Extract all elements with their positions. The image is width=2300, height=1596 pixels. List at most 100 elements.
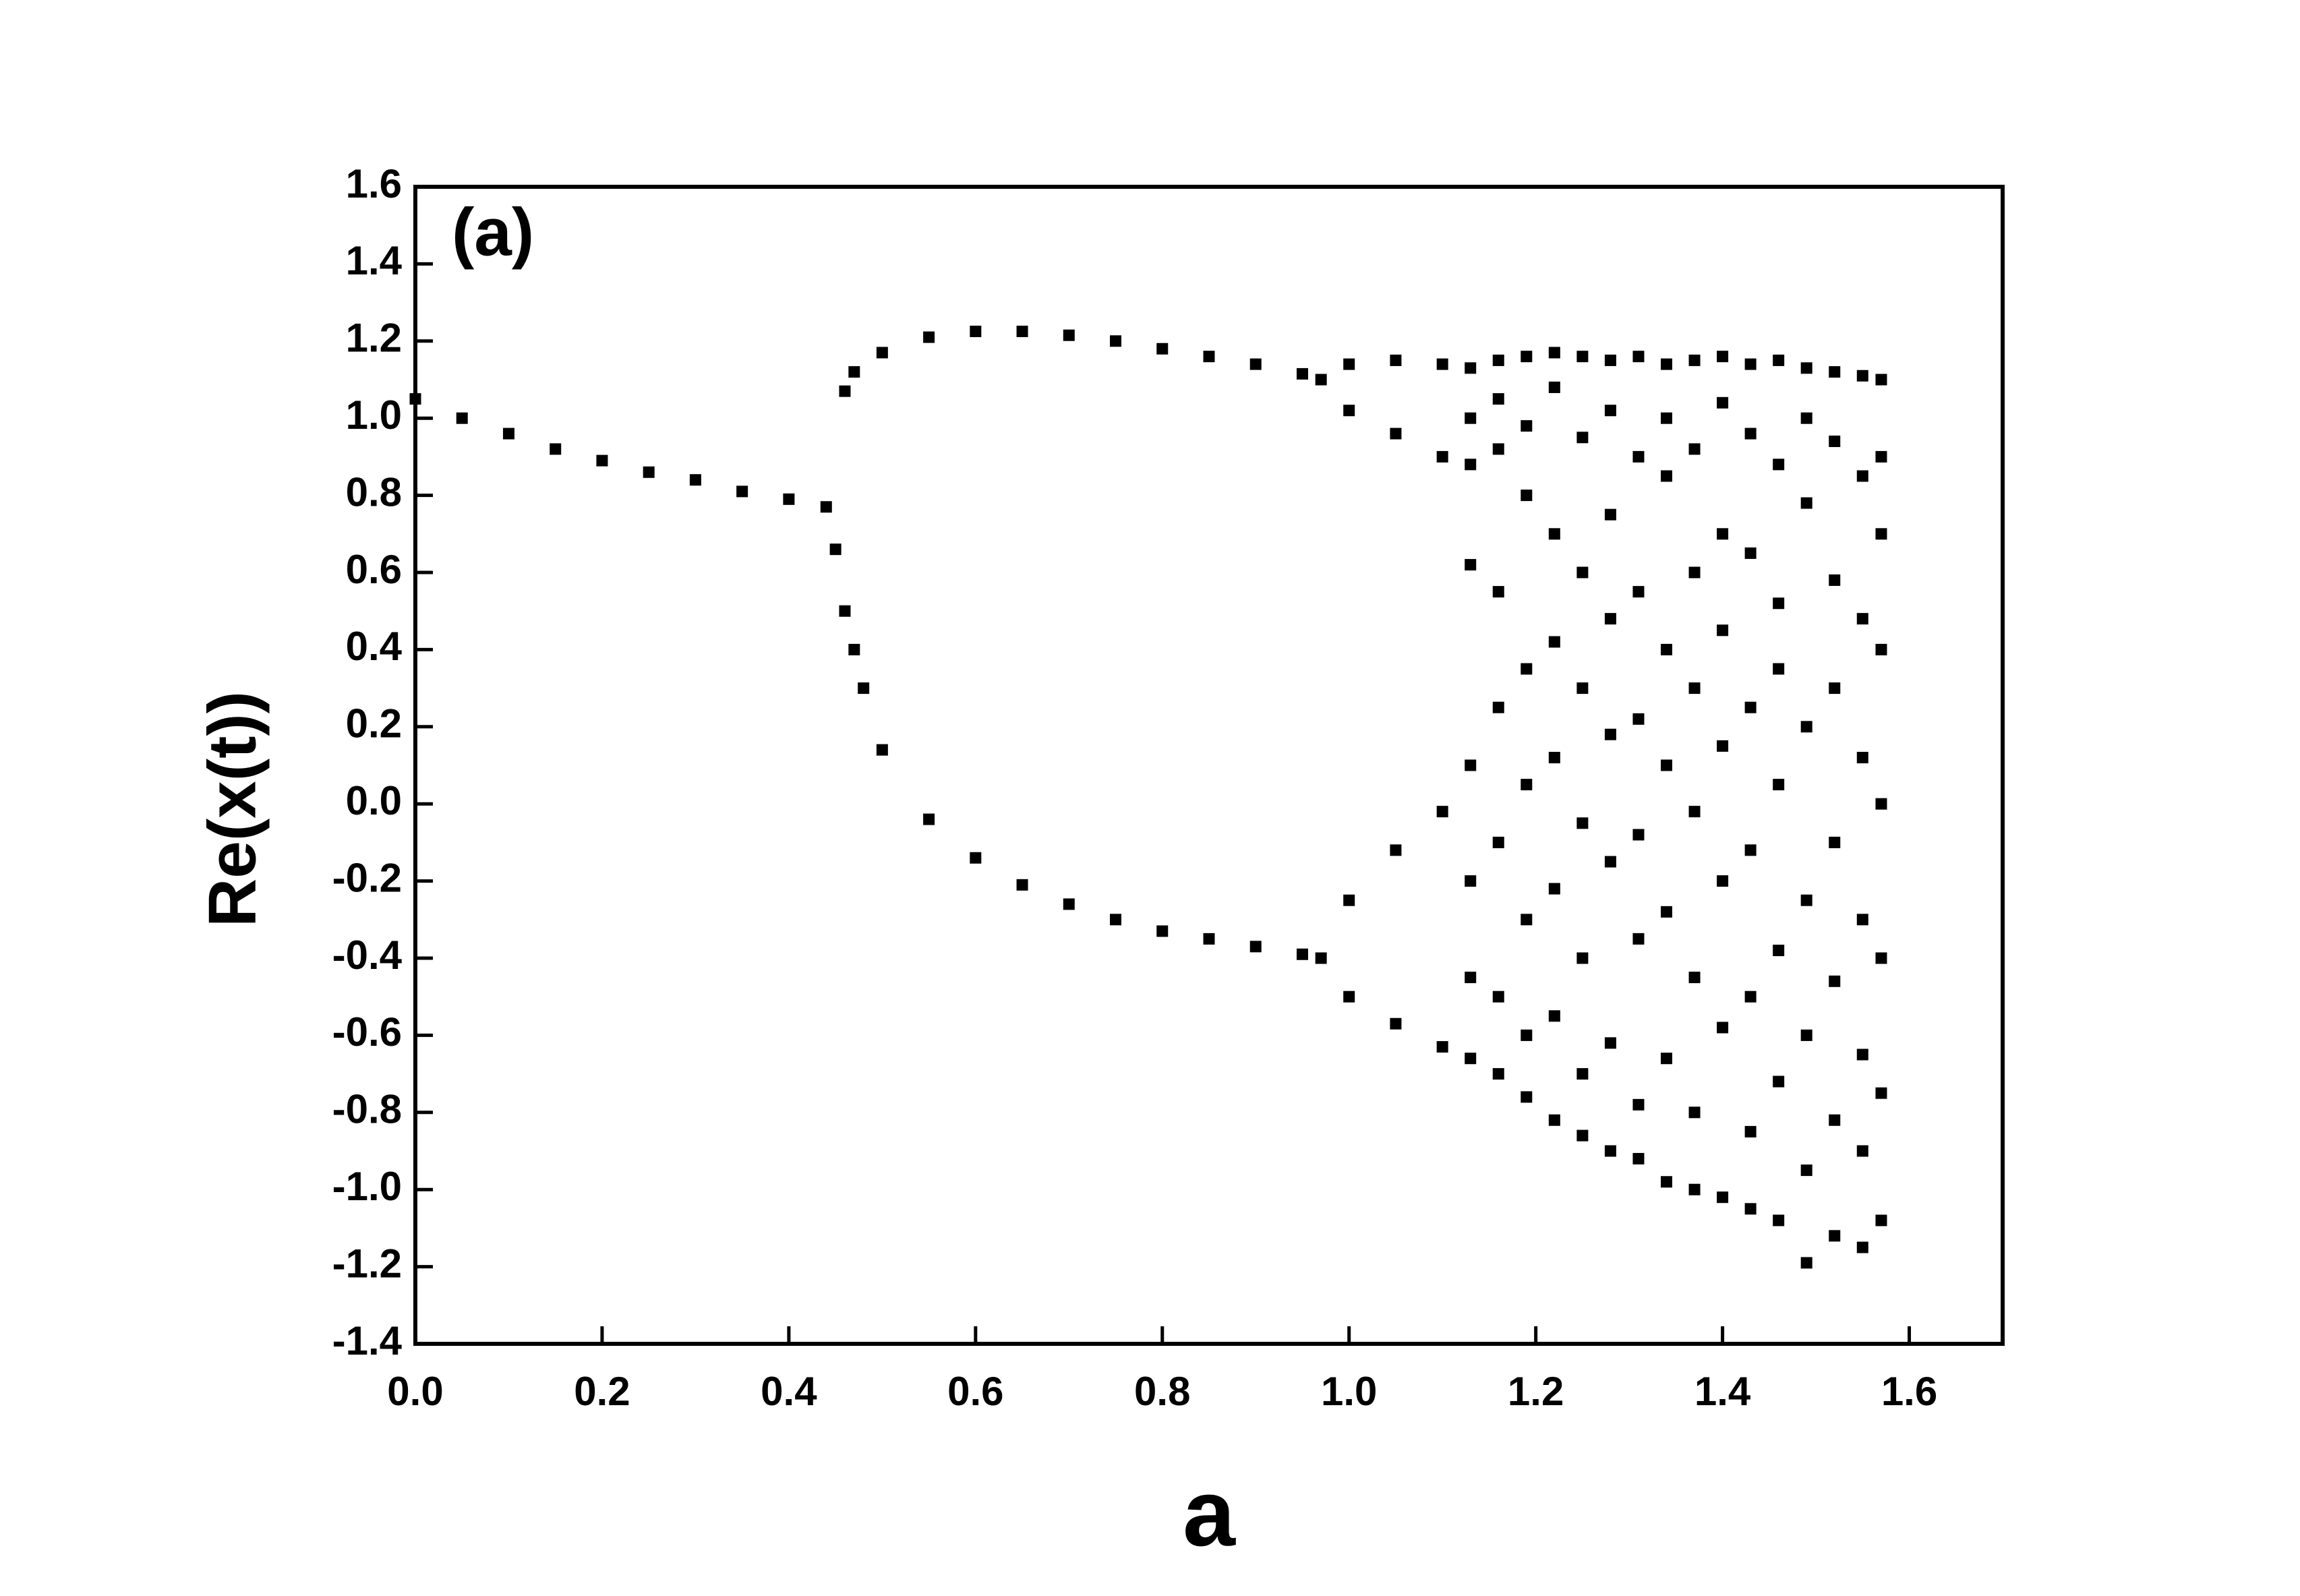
point bbox=[1829, 1114, 1841, 1126]
point bbox=[689, 474, 701, 486]
point bbox=[1492, 586, 1504, 598]
point bbox=[1249, 941, 1262, 953]
point bbox=[1800, 721, 1812, 733]
point bbox=[1856, 370, 1868, 382]
point bbox=[1875, 1087, 1887, 1099]
point bbox=[848, 366, 860, 378]
x-tick-label: 1.6 bbox=[1881, 1369, 1937, 1414]
point bbox=[1632, 713, 1645, 725]
point bbox=[1717, 396, 1729, 409]
point bbox=[876, 347, 888, 359]
point bbox=[1875, 798, 1887, 810]
point bbox=[1604, 856, 1616, 868]
point bbox=[1744, 991, 1757, 1003]
point bbox=[1436, 450, 1448, 463]
point bbox=[1465, 1053, 1477, 1065]
point bbox=[1800, 497, 1812, 509]
point bbox=[1773, 945, 1785, 957]
point bbox=[1016, 879, 1028, 891]
point bbox=[1800, 894, 1812, 906]
y-tick-label: 0.8 bbox=[346, 469, 402, 514]
point bbox=[1521, 420, 1533, 432]
point bbox=[1390, 427, 1402, 440]
point bbox=[1576, 1068, 1589, 1080]
point bbox=[1688, 806, 1701, 818]
point bbox=[1744, 358, 1757, 370]
point bbox=[1800, 1164, 1812, 1177]
point bbox=[783, 493, 795, 505]
point bbox=[1521, 779, 1533, 791]
point bbox=[1296, 367, 1308, 380]
point bbox=[1465, 759, 1477, 771]
y-tick-label: -0.6 bbox=[332, 1009, 402, 1055]
point bbox=[858, 682, 870, 694]
point bbox=[1604, 1145, 1616, 1157]
y-tick-label: 0.6 bbox=[346, 547, 402, 592]
point bbox=[1875, 1214, 1887, 1226]
point bbox=[1315, 374, 1327, 386]
point bbox=[1492, 354, 1504, 366]
point bbox=[1632, 351, 1645, 363]
point bbox=[1829, 436, 1841, 448]
point bbox=[876, 744, 888, 756]
point bbox=[1436, 1041, 1448, 1053]
point bbox=[1744, 1203, 1757, 1215]
point bbox=[1465, 559, 1477, 571]
point bbox=[1110, 335, 1122, 347]
point bbox=[1717, 740, 1729, 752]
point bbox=[1875, 374, 1887, 386]
point bbox=[1492, 443, 1504, 455]
point bbox=[1436, 358, 1448, 370]
point bbox=[1521, 351, 1533, 363]
point bbox=[1632, 1098, 1645, 1111]
point bbox=[820, 501, 832, 513]
point bbox=[1773, 1214, 1785, 1226]
point bbox=[1661, 412, 1673, 424]
point bbox=[1249, 358, 1262, 370]
point bbox=[736, 485, 748, 498]
point bbox=[1661, 1176, 1673, 1188]
y-tick-label: -0.8 bbox=[332, 1087, 402, 1132]
point bbox=[1604, 613, 1616, 625]
point bbox=[1829, 1230, 1841, 1242]
point bbox=[1875, 528, 1887, 540]
point bbox=[1856, 613, 1868, 625]
point bbox=[848, 643, 860, 655]
y-tick-label: -0.4 bbox=[332, 933, 403, 978]
point bbox=[1717, 528, 1729, 540]
point bbox=[1548, 381, 1560, 393]
point bbox=[1492, 393, 1504, 405]
point bbox=[1436, 806, 1448, 818]
point bbox=[1343, 894, 1355, 906]
point bbox=[1661, 643, 1673, 655]
y-tick-label: 1.4 bbox=[346, 238, 403, 283]
point bbox=[1773, 663, 1785, 675]
point bbox=[1203, 351, 1215, 363]
y-tick-label: 0.2 bbox=[346, 701, 402, 746]
point bbox=[1156, 925, 1169, 937]
point bbox=[1063, 329, 1075, 341]
y-tick-label: 0.0 bbox=[346, 778, 402, 823]
point bbox=[1576, 682, 1589, 694]
point bbox=[1521, 1029, 1533, 1041]
point bbox=[1856, 470, 1868, 482]
x-tick-label: 1.0 bbox=[1321, 1369, 1377, 1414]
point bbox=[1521, 1091, 1533, 1103]
point bbox=[1632, 933, 1645, 945]
point bbox=[1773, 779, 1785, 791]
point bbox=[1688, 566, 1701, 579]
point bbox=[1800, 1029, 1812, 1041]
point bbox=[1632, 586, 1645, 598]
x-tick-label: 0.8 bbox=[1134, 1369, 1190, 1414]
x-tick-label: 0.4 bbox=[761, 1369, 817, 1414]
point bbox=[1548, 636, 1560, 648]
point bbox=[1773, 459, 1785, 471]
point bbox=[456, 412, 468, 424]
point bbox=[550, 443, 562, 455]
point bbox=[596, 454, 608, 467]
x-axis-label: a bbox=[1183, 1460, 1236, 1566]
point bbox=[1016, 326, 1028, 337]
point bbox=[1465, 972, 1477, 984]
point bbox=[1661, 1053, 1673, 1065]
y-tick-label: -1.4 bbox=[332, 1318, 403, 1363]
